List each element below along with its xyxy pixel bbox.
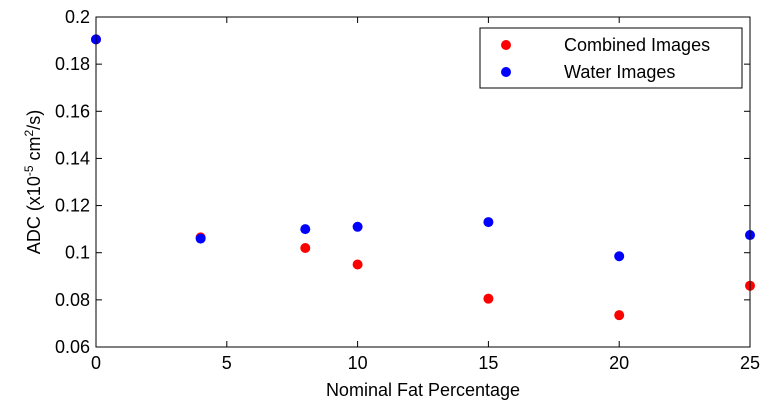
y-tick-label: 0.18 [55, 54, 90, 74]
y-axis-title-mid: cm [24, 136, 44, 165]
legend-label: Water Images [564, 62, 675, 82]
y-tick-label: 0.06 [55, 337, 90, 357]
data-point [352, 221, 363, 232]
y-tick-label: 0.1 [65, 243, 90, 263]
data-point [483, 217, 494, 228]
y-tick-label: 0.2 [65, 7, 90, 27]
data-point [300, 243, 311, 253]
x-axis-title: Nominal Fat Percentage [326, 380, 520, 400]
y-axis-title: ADC (x10-5 cm2/s) [22, 110, 44, 254]
data-point [614, 251, 625, 262]
data-point [300, 224, 311, 235]
axis-ticks: 0 5 10 15 20 25 0.06 0.08 0.1 0.12 0.14 0.16 0.18 0.2 [55, 7, 760, 373]
y-tick-label: 0.16 [55, 101, 90, 121]
x-tick-label: 15 [478, 353, 498, 373]
x-tick-label: 0 [91, 353, 101, 373]
legend-marker [501, 67, 511, 77]
x-tick-label: 25 [740, 353, 760, 373]
y-axis-title-exp1: -5 [22, 165, 36, 176]
x-tick-label: 10 [348, 353, 368, 373]
x-tick-label: 5 [222, 353, 232, 373]
x-tick-label: 20 [609, 353, 629, 373]
data-point [483, 293, 494, 304]
y-axis-title-exp2: 2 [22, 129, 36, 136]
data-point [195, 233, 206, 244]
legend: Combined Images Water Images [479, 27, 743, 89]
y-tick-label: 0.12 [55, 196, 90, 216]
y-axis-title-suffix: /s) [24, 110, 44, 130]
plot-frame [95, 16, 751, 348]
data-point [614, 310, 625, 321]
y-tick-label: 0.14 [55, 148, 90, 168]
data-points [91, 34, 755, 321]
y-axis-title-prefix: ADC (x10 [24, 176, 44, 254]
series-water-images [91, 34, 755, 262]
legend-label: Combined Images [564, 35, 710, 55]
legend-marker [501, 40, 511, 50]
legend-box [479, 27, 743, 89]
data-point [352, 259, 363, 270]
y-tick-label: 0.08 [55, 290, 90, 310]
